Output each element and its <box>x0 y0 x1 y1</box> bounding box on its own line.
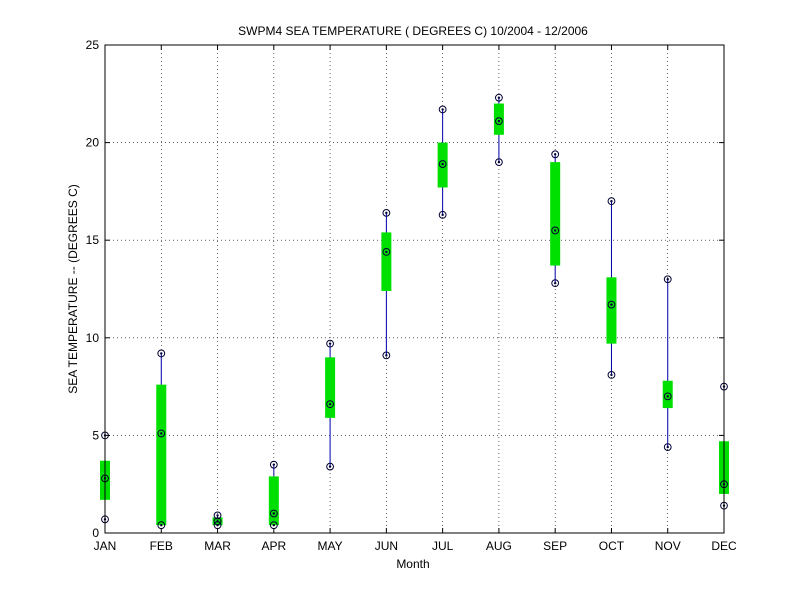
max-marker-jul <box>438 105 447 114</box>
min-marker-jun <box>382 351 391 360</box>
median-dot-feb <box>160 432 163 435</box>
x-tick-label-nov: NOV <box>655 539 681 553</box>
x-tick-label-sep: SEP <box>543 539 567 553</box>
median-marker-feb <box>157 429 166 438</box>
box-apr <box>268 476 279 526</box>
max-marker-feb <box>157 349 166 358</box>
min-dot-apr <box>272 523 276 527</box>
median-marker-mar <box>213 517 222 526</box>
min-marker-aug <box>495 158 503 167</box>
median-dot-nov <box>666 395 669 398</box>
max-dot-feb <box>160 352 163 355</box>
min-marker-may <box>326 462 334 471</box>
max-dot-mar <box>216 514 219 517</box>
ticks: 0 5 10 15 20 25 JAN FEB MAR APR MAY JUN JUL AUG SEP OCT… <box>86 38 737 553</box>
min-marker-sep <box>551 279 560 288</box>
y-tick-label: 5 <box>92 428 99 442</box>
median-dot-aug <box>497 119 501 123</box>
x-tick-label-feb: FEB <box>150 539 173 553</box>
max-dot-oct <box>610 199 613 203</box>
max-marker-mar <box>213 511 222 520</box>
y-tick-label: 10 <box>86 331 100 345</box>
y-tick-label: 25 <box>86 38 100 52</box>
max-marker-jun <box>382 208 391 217</box>
max-marker-aug <box>495 93 503 102</box>
y-axis-label: SEA TEMPERATURE -- (DEGREES C) <box>66 184 80 394</box>
max-dot-jun <box>385 211 388 215</box>
min-dot-jun <box>385 354 388 357</box>
median-dot-oct <box>610 303 613 306</box>
x-tick-label-jul: JUL <box>432 539 454 553</box>
max-marker-oct <box>607 197 616 206</box>
median-marker-nov <box>663 392 672 401</box>
median-dot-jul <box>441 162 444 166</box>
min-marker-nov <box>663 443 672 452</box>
median-dot-apr <box>272 512 276 515</box>
y-tick-label: 15 <box>86 233 100 247</box>
max-dot-jul <box>441 108 444 111</box>
min-marker-oct <box>607 370 616 379</box>
x-tick-label-jun: JUN <box>375 539 398 553</box>
median-dot-sep <box>553 229 557 232</box>
x-tick-label-apr: APR <box>261 539 286 553</box>
x-tick-label-may: MAY <box>318 539 343 553</box>
plot-frame <box>104 44 725 534</box>
x-tick-label-dec: DEC <box>711 539 737 553</box>
median-marker-jun <box>382 248 391 256</box>
min-dot-sep <box>553 281 557 285</box>
median-dot-mar <box>216 520 219 523</box>
box-sep <box>550 162 561 266</box>
max-marker-sep <box>551 150 560 159</box>
median-marker-apr <box>269 509 278 518</box>
axes-box <box>104 44 725 534</box>
max-marker-nov <box>663 275 672 284</box>
median-marker-oct <box>607 300 616 309</box>
min-dot-feb <box>160 523 163 527</box>
x-tick-label-aug: AUG <box>486 539 512 553</box>
median-dot-jun <box>385 250 388 254</box>
median-marker-aug <box>495 117 503 126</box>
y-tick-label: 20 <box>86 136 100 150</box>
y-tick-label: 0 <box>92 526 99 540</box>
min-marker-jul <box>438 210 447 219</box>
median-marker-may <box>326 400 334 409</box>
max-dot-apr <box>272 463 276 466</box>
x-tick-label-jan: JAN <box>94 539 117 553</box>
x-axis-label: Month <box>396 557 429 571</box>
min-dot-may <box>328 465 332 468</box>
max-dot-aug <box>497 96 501 99</box>
min-dot-nov <box>666 445 669 449</box>
max-marker-apr <box>269 460 278 469</box>
box-nov <box>662 380 673 409</box>
min-dot-jul <box>441 213 444 217</box>
box-feb <box>156 384 167 526</box>
box-aug <box>493 103 504 135</box>
max-marker-may <box>326 339 334 348</box>
box-oct <box>606 277 617 344</box>
max-dot-may <box>328 342 332 345</box>
max-dot-nov <box>666 278 669 281</box>
median-marker-jul <box>438 160 447 168</box>
chart-title: SWPM4 SEA TEMPERATURE ( DEGREES C) 10/20… <box>238 24 588 38</box>
min-dot-oct <box>610 373 613 377</box>
box-jun <box>381 232 392 291</box>
median-marker-sep <box>551 226 560 235</box>
x-tick-label-oct: OCT <box>599 539 625 553</box>
box-may <box>325 357 336 418</box>
max-dot-sep <box>553 153 557 156</box>
min-dot-aug <box>497 160 501 164</box>
median-dot-may <box>328 402 332 406</box>
x-tick-label-mar: MAR <box>204 539 231 553</box>
